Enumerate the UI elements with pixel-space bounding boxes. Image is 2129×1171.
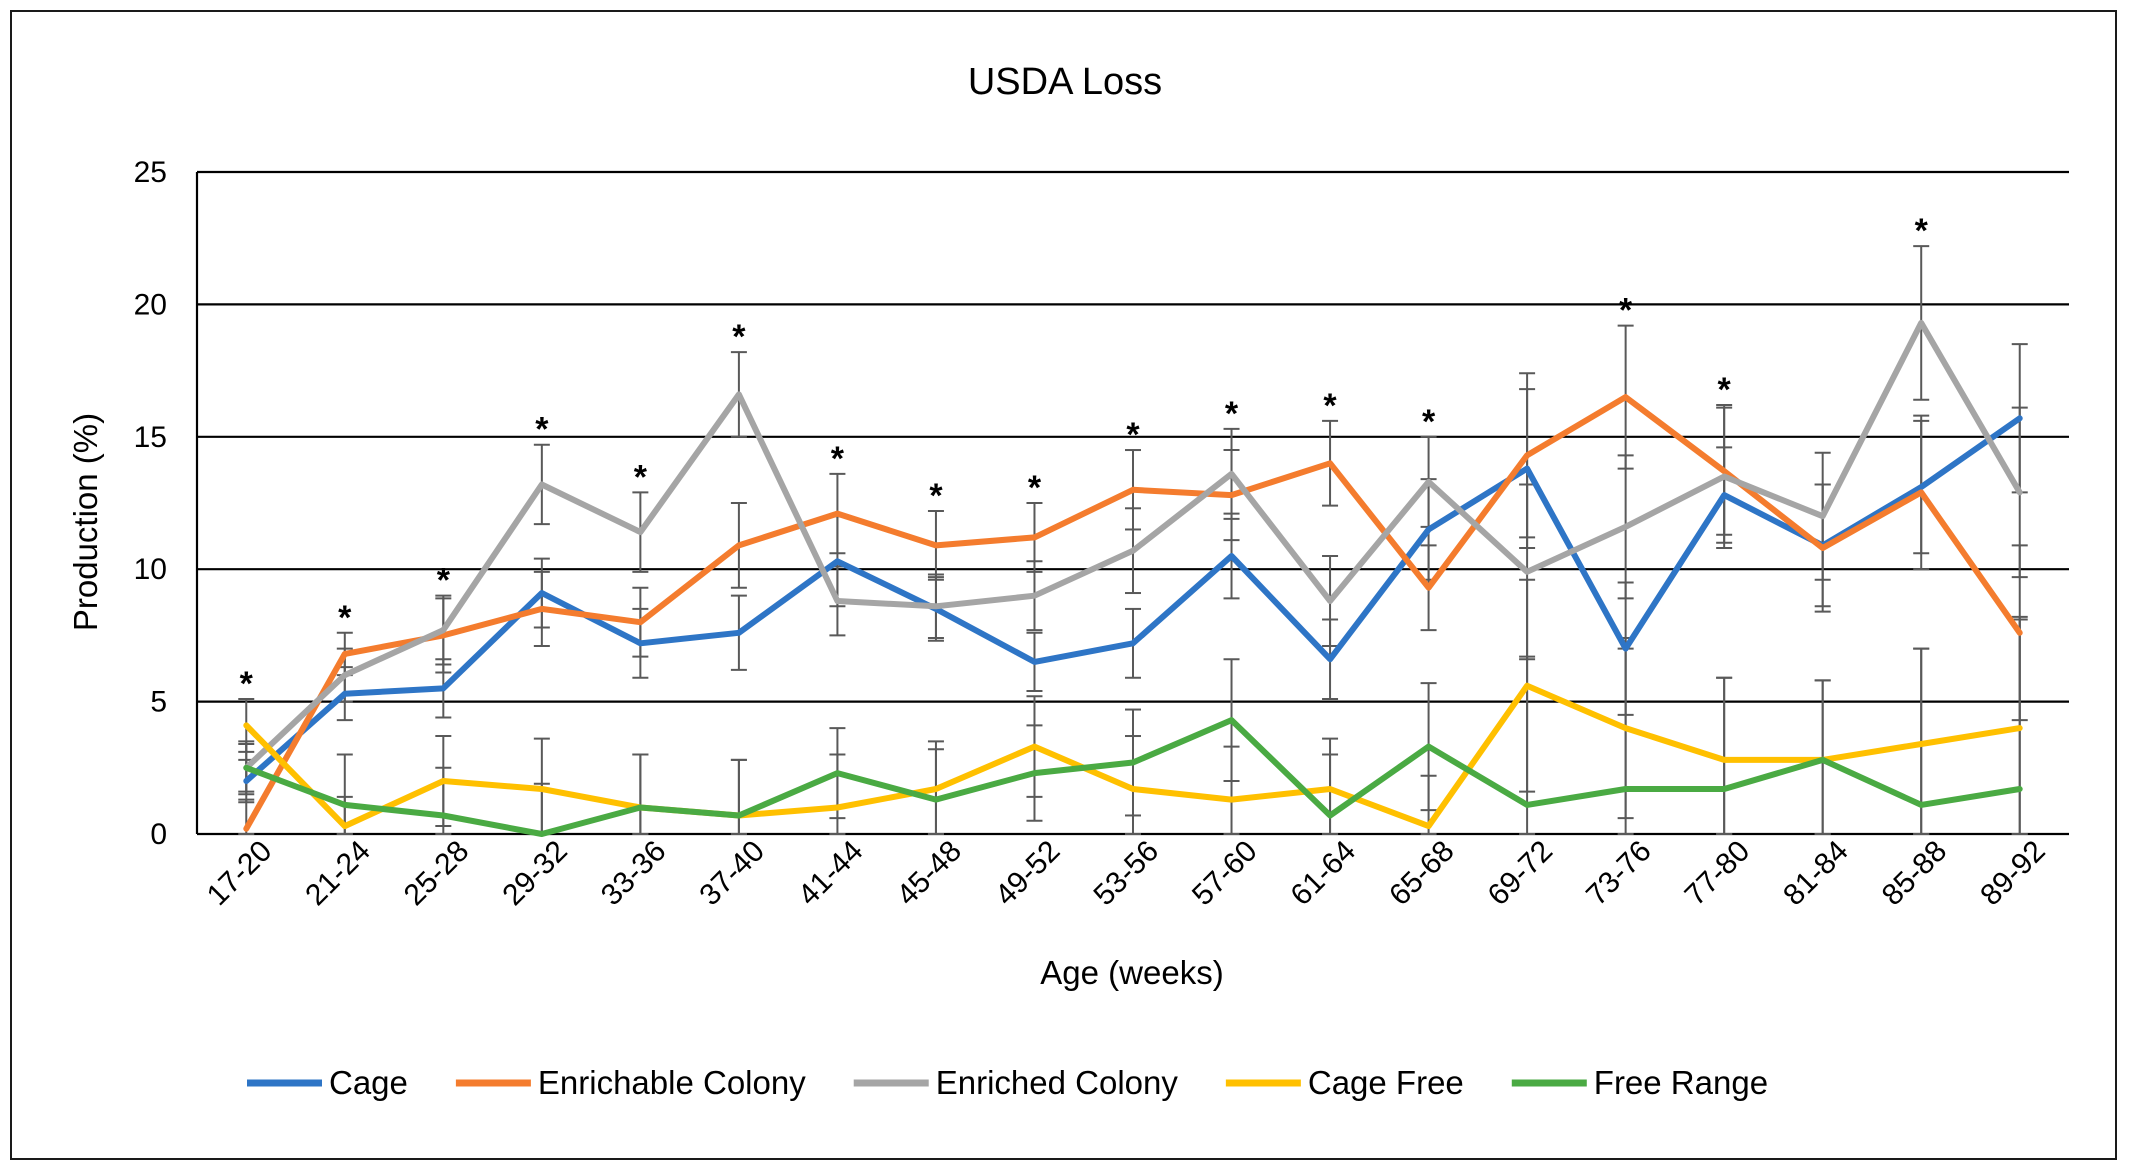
significance-star: * <box>1915 212 1929 250</box>
error-bar <box>336 753 353 835</box>
significance-star: * <box>732 318 746 356</box>
y-tick-label: 0 <box>150 818 167 851</box>
series-line-cage <box>243 415 2023 784</box>
x-tick-label: 33-36 <box>595 834 673 912</box>
error-bar <box>1716 676 1733 835</box>
series-line-enrichable-colony <box>243 394 2023 832</box>
x-tick-label: 77-80 <box>1679 834 1757 912</box>
x-tick-label: 81-84 <box>1777 834 1855 912</box>
legend-item: Cage <box>247 1064 408 1101</box>
error-bar <box>730 758 747 835</box>
significance-star: * <box>338 599 352 637</box>
significance-star: * <box>1619 292 1633 330</box>
legend-label: Enriched Colony <box>936 1064 1179 1101</box>
x-tick-label: 73-76 <box>1580 834 1658 912</box>
legend: Cage Enrichable Colony Enriched Colony Cage… <box>247 1064 1768 1101</box>
x-tick-label: 85-88 <box>1876 834 1954 912</box>
series-line-free-range <box>243 717 2023 837</box>
significance-star: * <box>831 440 845 478</box>
x-axis-title: Age (weeks) <box>1040 954 1223 991</box>
x-tick-label: 21-24 <box>299 834 377 912</box>
significance-star: * <box>1718 371 1732 409</box>
significance-star: * <box>1422 403 1436 441</box>
x-tick-label: 61-64 <box>1285 834 1363 912</box>
error-bar <box>435 766 452 835</box>
y-tick-label: 25 <box>134 156 167 189</box>
x-tick-label: 45-48 <box>890 834 968 912</box>
significance-star: * <box>1323 387 1337 425</box>
y-axis-title: Production (%) <box>67 413 104 631</box>
significance-star: * <box>1225 395 1239 433</box>
x-tick-label: 25-28 <box>398 834 476 912</box>
y-tick-label: 15 <box>134 421 167 454</box>
x-tick-label: 49-52 <box>989 834 1067 912</box>
significance-star: * <box>634 458 648 496</box>
significance-star: * <box>437 562 451 600</box>
legend-item: Free Range <box>1511 1064 1768 1101</box>
legend-label: Free Range <box>1594 1064 1768 1101</box>
significance-star: * <box>240 665 254 703</box>
y-tick-label: 10 <box>134 553 167 586</box>
x-tick-label: 89-92 <box>1974 834 2052 912</box>
significance-star: * <box>1126 416 1140 454</box>
y-axis-ticks: 0 5 10 15 20 25 <box>134 156 167 851</box>
x-tick-label: 37-40 <box>693 834 771 912</box>
legend-label: Cage <box>329 1064 408 1101</box>
chart-canvas: USDA Loss 0 5 10 15 20 25 17-20 21-24 25-28 29-3… <box>67 61 2069 1101</box>
x-tick-label: 41-44 <box>792 834 870 912</box>
legend-label: Cage Free <box>1308 1064 1464 1101</box>
x-tick-label: 29-32 <box>496 834 574 912</box>
legend-label: Enrichable Colony <box>538 1064 806 1101</box>
error-bar <box>1617 647 1634 835</box>
chart-frame: USDA Loss 0 5 10 15 20 25 17-20 21-24 25-28 29-3… <box>10 10 2117 1160</box>
x-tick-label: 69-72 <box>1482 834 1560 912</box>
x-axis-ticks: 17-20 21-24 25-28 29-32 33-36 37-40 41-44 45-48… <box>201 834 2052 912</box>
y-tick-label: 20 <box>134 288 167 321</box>
significance-star: * <box>535 411 549 449</box>
error-bar <box>632 753 649 835</box>
x-tick-label: 65-68 <box>1383 834 1461 912</box>
x-tick-label: 53-56 <box>1087 834 1165 912</box>
legend-item: Cage Free <box>1225 1064 1464 1101</box>
significance-markers: * * * * * * * * * * * * * * * * <box>240 212 1929 703</box>
series-lines <box>243 319 2023 837</box>
y-tick-label: 5 <box>150 686 167 719</box>
x-tick-label: 17-20 <box>201 834 279 912</box>
legend-item: Enriched Colony <box>853 1064 1179 1101</box>
chart-title: USDA Loss <box>968 61 1162 103</box>
series-line-enriched-colony <box>243 319 2023 771</box>
significance-star: * <box>929 477 943 515</box>
significance-star: * <box>1028 469 1042 507</box>
series-line-cage-free <box>243 682 2023 830</box>
legend-item: Enrichable Colony <box>455 1064 806 1101</box>
x-tick-label: 57-60 <box>1186 834 1264 912</box>
error-bar <box>1322 753 1339 835</box>
